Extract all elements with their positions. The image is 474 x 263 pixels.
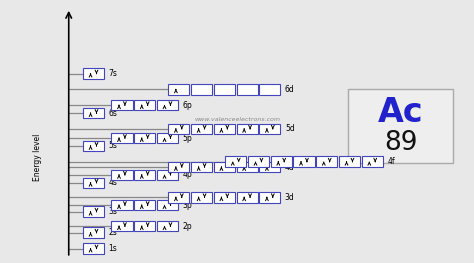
Bar — [111, 133, 133, 143]
Bar — [168, 84, 190, 95]
Text: 4d: 4d — [285, 163, 295, 171]
Bar — [157, 100, 178, 110]
Bar — [214, 124, 235, 134]
Bar — [111, 200, 133, 210]
Bar — [111, 221, 133, 231]
Bar — [225, 156, 246, 167]
Bar — [168, 162, 190, 172]
Bar — [191, 124, 212, 134]
Text: 2p: 2p — [182, 222, 192, 231]
Text: www.valenceelectrons.com: www.valenceelectrons.com — [194, 117, 280, 122]
Bar — [191, 84, 212, 95]
Text: 3d: 3d — [285, 193, 295, 202]
Bar — [191, 162, 212, 172]
Text: 6p: 6p — [182, 101, 192, 110]
Bar — [237, 124, 258, 134]
Bar — [134, 200, 155, 210]
Text: 6s: 6s — [109, 109, 118, 118]
Bar — [83, 206, 104, 217]
Text: 4p: 4p — [182, 170, 192, 179]
Text: 1s: 1s — [109, 244, 117, 253]
Bar — [157, 133, 178, 143]
Text: 5d: 5d — [285, 124, 295, 133]
Text: 4s: 4s — [109, 178, 118, 187]
Bar — [339, 156, 360, 167]
Bar — [168, 192, 190, 203]
Text: 6d: 6d — [285, 85, 295, 94]
Bar — [83, 178, 104, 188]
Bar — [259, 162, 281, 172]
Bar — [362, 156, 383, 167]
Bar — [316, 156, 337, 167]
Bar — [83, 108, 104, 118]
Bar — [134, 100, 155, 110]
Bar — [348, 89, 453, 163]
Bar — [293, 156, 315, 167]
Text: 2s: 2s — [109, 228, 117, 237]
Bar — [134, 221, 155, 231]
Text: 4f: 4f — [387, 157, 395, 166]
Bar — [271, 156, 292, 167]
Bar — [83, 227, 104, 238]
Bar — [111, 170, 133, 180]
Bar — [237, 192, 258, 203]
Text: Energy level: Energy level — [34, 134, 42, 181]
Text: 3p: 3p — [182, 201, 192, 210]
Bar — [248, 156, 269, 167]
Text: 5p: 5p — [182, 134, 192, 143]
Bar — [83, 141, 104, 151]
Bar — [214, 192, 235, 203]
Text: 5s: 5s — [109, 141, 118, 150]
Text: Ac: Ac — [378, 97, 423, 129]
Text: 7s: 7s — [109, 69, 118, 78]
Bar — [214, 162, 235, 172]
Text: 3s: 3s — [109, 207, 118, 216]
Bar — [157, 170, 178, 180]
Bar — [191, 192, 212, 203]
Bar — [168, 124, 190, 134]
Bar — [134, 170, 155, 180]
Bar — [259, 192, 281, 203]
Bar — [259, 124, 281, 134]
Bar — [111, 100, 133, 110]
Bar — [237, 162, 258, 172]
Bar — [134, 133, 155, 143]
Bar — [259, 84, 281, 95]
Bar — [83, 68, 104, 79]
Bar — [157, 221, 178, 231]
Text: 89: 89 — [384, 130, 417, 156]
Bar — [214, 84, 235, 95]
Bar — [83, 243, 104, 254]
Bar — [237, 84, 258, 95]
Bar — [157, 200, 178, 210]
